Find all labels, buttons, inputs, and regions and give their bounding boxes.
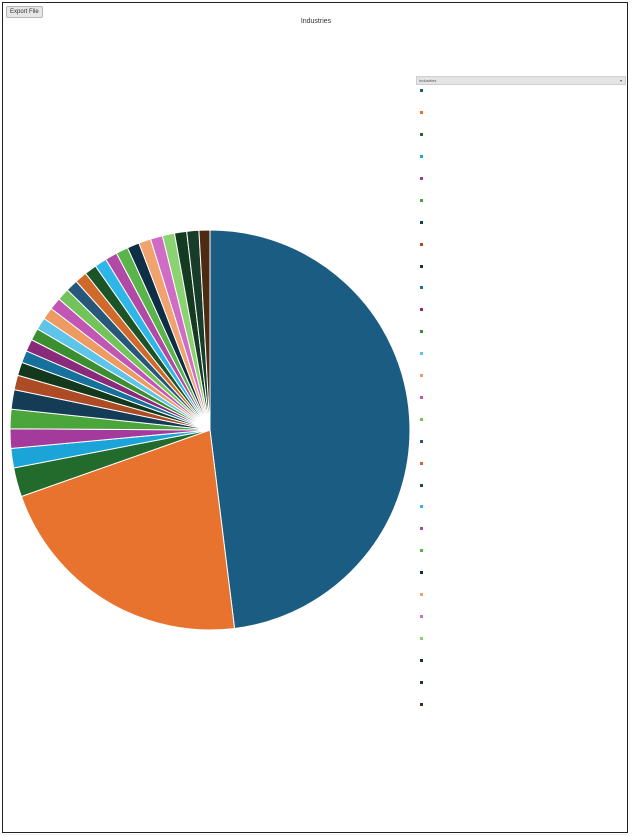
- legend-swatch: [420, 176, 423, 180]
- pie-slice-2[interactable]: [20, 429, 236, 631]
- legend-item[interactable]: [420, 351, 620, 356]
- legend-item[interactable]: [420, 219, 620, 224]
- legend-swatch: [420, 702, 423, 706]
- legend-item[interactable]: [420, 110, 620, 115]
- legend-swatch: [420, 352, 423, 356]
- legend-item[interactable]: [420, 482, 620, 487]
- legend-swatch: [420, 89, 423, 93]
- chart-title: Industries: [300, 18, 332, 25]
- legend-swatch: [420, 374, 423, 378]
- legend-item[interactable]: [420, 701, 620, 706]
- legend-swatch: [420, 417, 423, 421]
- legend-item[interactable]: [420, 263, 620, 268]
- legend-item[interactable]: [420, 395, 620, 400]
- legend-item[interactable]: [420, 285, 620, 290]
- legend-item[interactable]: [420, 132, 620, 137]
- legend: Industries ▾: [416, 76, 626, 85]
- export-file-button[interactable]: Export File: [6, 6, 43, 18]
- legend-item[interactable]: [420, 88, 620, 93]
- legend-item[interactable]: [420, 504, 620, 509]
- legend-swatch: [420, 593, 423, 597]
- legend-swatch: [420, 658, 423, 662]
- legend-item[interactable]: [420, 373, 620, 378]
- legend-item[interactable]: [420, 460, 620, 465]
- legend-item[interactable]: [420, 679, 620, 684]
- legend-swatch: [420, 198, 423, 202]
- legend-item[interactable]: [420, 154, 620, 159]
- legend-swatch: [420, 483, 423, 487]
- legend-swatch: [420, 461, 423, 465]
- legend-swatch: [420, 549, 423, 553]
- legend-item[interactable]: [420, 570, 620, 575]
- legend-swatch: [420, 264, 423, 268]
- pie-slice-29[interactable]: [198, 229, 211, 431]
- legend-header-label: Industries: [419, 78, 437, 83]
- legend-swatch: [420, 395, 423, 399]
- legend-header[interactable]: Industries ▾: [416, 76, 626, 85]
- legend-swatch: [420, 614, 423, 618]
- legend-swatch: [420, 242, 423, 246]
- chevron-down-icon[interactable]: ▾: [619, 78, 622, 83]
- legend-item[interactable]: [420, 438, 620, 443]
- legend-swatch: [420, 133, 423, 137]
- legend-item[interactable]: [420, 592, 620, 597]
- legend-item[interactable]: [420, 657, 620, 662]
- legend-item[interactable]: [420, 417, 620, 422]
- legend-swatch: [420, 680, 423, 684]
- legend-swatch: [420, 308, 423, 312]
- legend-item[interactable]: [420, 548, 620, 553]
- pie-slice-1[interactable]: [209, 229, 411, 630]
- legend-swatch: [420, 527, 423, 531]
- legend-item[interactable]: [420, 614, 620, 619]
- footer-divider: [2, 834, 628, 835]
- legend-swatch: [420, 439, 423, 443]
- legend-item[interactable]: [420, 307, 620, 312]
- legend-swatch: [420, 330, 423, 334]
- legend-swatch: [420, 220, 423, 224]
- legend-item[interactable]: [420, 176, 620, 181]
- legend-item[interactable]: [420, 198, 620, 203]
- legend-swatch: [420, 505, 423, 509]
- legend-item[interactable]: [420, 526, 620, 531]
- legend-swatch: [420, 155, 423, 159]
- legend-swatch: [420, 571, 423, 575]
- legend-swatch: [420, 111, 423, 115]
- legend-swatch: [420, 286, 423, 290]
- legend-item[interactable]: [420, 329, 620, 334]
- legend-item[interactable]: [420, 241, 620, 246]
- legend-item[interactable]: [420, 636, 620, 641]
- legend-swatch: [420, 636, 423, 640]
